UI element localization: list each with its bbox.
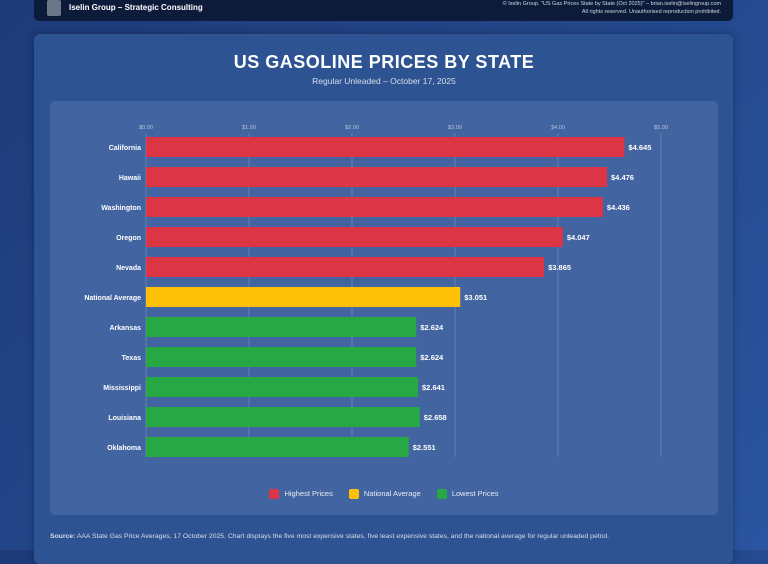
- category-label: Oregon: [116, 235, 141, 242]
- bar: [146, 167, 608, 187]
- category-label: National Average: [84, 295, 141, 302]
- data-label: $2.624: [420, 353, 444, 362]
- legend-item: National Average: [348, 489, 421, 500]
- data-label: $2.658: [424, 413, 447, 422]
- x-tick-label: $4.00: [551, 125, 565, 131]
- legend-swatch: [436, 489, 447, 500]
- legend-label: Lowest Prices: [451, 489, 499, 498]
- data-label: $3.051: [464, 293, 487, 302]
- x-tick-label: $5.00: [654, 125, 668, 131]
- legend-swatch: [269, 489, 280, 500]
- category-label: Nevada: [116, 265, 141, 272]
- bar: [146, 347, 417, 367]
- data-label: $2.551: [413, 443, 436, 452]
- data-label: $2.624: [420, 323, 444, 332]
- data-label: $4.645: [628, 143, 651, 152]
- x-tick-label: $1.00: [242, 125, 256, 131]
- chart-subtitle: Regular Unleaded – October 17, 2025: [312, 76, 456, 86]
- bar: [146, 317, 417, 337]
- bar: [146, 407, 420, 427]
- x-tick-label: $3.00: [448, 125, 462, 131]
- category-label: Washington: [101, 205, 141, 212]
- category-label: Arkansas: [109, 325, 141, 332]
- category-label: Louisiana: [108, 415, 141, 422]
- chart-title: US GASOLINE PRICES BY STATE: [233, 52, 535, 72]
- legend-label: National Average: [363, 489, 421, 498]
- bar: [146, 437, 409, 457]
- bar: [146, 287, 461, 307]
- bar: [146, 377, 419, 397]
- bar-chart: $0.00 $1.00 $2.00 $3.00 $4.00 $5.00 California…: [84, 125, 668, 457]
- chart-legend: Highest Prices National Average Lowest Pri…: [0, 489, 768, 500]
- data-label: $4.436: [607, 203, 630, 212]
- bar: [146, 137, 625, 157]
- bar: [146, 257, 545, 277]
- data-label: $4.047: [567, 233, 590, 242]
- category-label: California: [109, 145, 141, 152]
- legend-label: Highest Prices: [284, 489, 333, 498]
- bar: [146, 227, 563, 247]
- data-label: $2.641: [422, 383, 445, 392]
- copyright-notice: © Iselin Group. "US Gas Prices State by …: [503, 0, 721, 16]
- data-label: $3.865: [548, 263, 571, 272]
- legend-item: Highest Prices: [269, 489, 333, 500]
- category-label: Mississippi: [103, 385, 141, 392]
- legend-item: Lowest Prices: [436, 489, 499, 500]
- legend-swatch: [348, 489, 359, 500]
- copyright-line: © Iselin Group. "US Gas Prices State by …: [502, 1, 721, 7]
- category-label: Hawaii: [119, 175, 141, 182]
- rights-line: All rights reserved. Unauthorised reprod…: [581, 9, 721, 15]
- x-tick-label: $0.00: [139, 125, 153, 131]
- source-label: Source:: [50, 533, 76, 540]
- source-note: Source: AAA State Gas Price Averages, 17…: [50, 533, 609, 540]
- x-tick-label: $2.00: [345, 125, 359, 131]
- data-label: $4.476: [611, 173, 634, 182]
- bar: [146, 197, 603, 217]
- logo-icon: [47, 0, 61, 16]
- header-bar: Iselin Group – Strategic Consulting © Is…: [34, 0, 733, 21]
- source-text: AAA State Gas Price Averages, 17 October…: [75, 533, 610, 540]
- brand-name: Iselin Group – Strategic Consulting: [69, 3, 203, 12]
- category-label: Texas: [122, 355, 141, 362]
- category-label: Oklahoma: [107, 445, 141, 452]
